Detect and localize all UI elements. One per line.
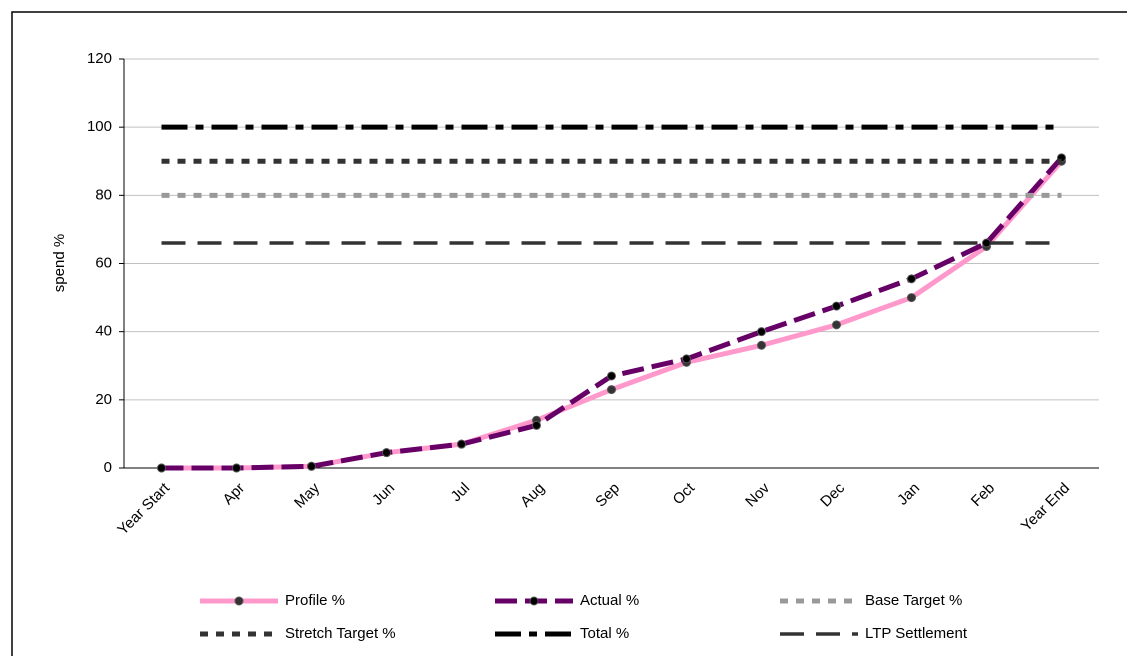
x-tick-label: Oct [670, 479, 699, 508]
y-axis-label: spend % [51, 234, 68, 292]
series-marker [907, 274, 916, 284]
series-marker [382, 448, 391, 458]
legend-label: Total % [580, 625, 629, 642]
legend-label: Actual % [580, 592, 639, 609]
x-tick-label: Jul [448, 480, 474, 506]
y-tick-label: 20 [95, 391, 112, 408]
legend-label: LTP Settlement [865, 625, 968, 642]
y-tick-label: 120 [87, 50, 112, 67]
series-marker [757, 327, 766, 337]
y-tick-label: 80 [95, 186, 112, 203]
x-tick-label: Dec [817, 479, 848, 510]
series-marker [907, 293, 916, 303]
legend-label: Profile % [285, 592, 345, 609]
x-tick-label: Sep [592, 480, 623, 511]
x-tick-label: Apr [220, 480, 249, 509]
chart-border [11, 11, 1127, 656]
y-tick-label: 0 [104, 459, 112, 476]
series-marker [757, 340, 766, 350]
x-tick-label: Feb [968, 480, 998, 510]
series-marker [982, 238, 991, 248]
series-marker [832, 320, 841, 330]
y-tick-label: 60 [95, 254, 112, 271]
y-tick-label: 100 [87, 118, 112, 135]
x-tick-label: Jan [894, 480, 923, 509]
series-marker [232, 463, 241, 473]
legend-marker [529, 596, 539, 606]
series-marker [832, 301, 841, 311]
series-line [161, 159, 1064, 471]
series-line [161, 156, 1064, 471]
x-tick-label: Aug [517, 480, 548, 511]
x-tick-label: Nov [742, 479, 773, 510]
x-tick-label: Jun [369, 480, 398, 509]
legend-label: Base Target % [865, 592, 962, 609]
series-marker [682, 354, 691, 364]
series-marker [457, 439, 466, 449]
x-tick-label: Year Start [114, 479, 173, 538]
series-marker [532, 420, 541, 430]
x-tick-label: Year End [1018, 480, 1073, 535]
y-tick-label: 40 [95, 323, 112, 340]
series-marker [157, 463, 166, 473]
legend-label: Stretch Target % [285, 625, 396, 642]
series-marker [307, 461, 316, 471]
series-marker [607, 371, 616, 381]
legend-marker [234, 596, 244, 606]
series-marker [607, 385, 616, 395]
x-tick-label: May [291, 479, 323, 511]
